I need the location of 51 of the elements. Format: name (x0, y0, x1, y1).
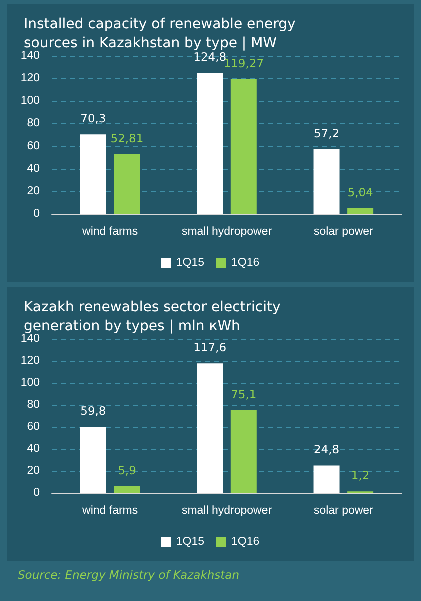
y-tick-label: 80 (27, 399, 40, 411)
data-label: 70,3 (80, 112, 106, 126)
data-label: 5,9 (118, 464, 136, 478)
bar (114, 486, 140, 493)
y-tick-label: 0 (34, 487, 40, 499)
bar (197, 73, 224, 214)
y-tick-label: 40 (27, 443, 40, 455)
y-tick-label: 60 (27, 421, 40, 433)
x-tick-label: wind farms (82, 226, 138, 238)
y-tick-label: 120 (20, 72, 40, 85)
legend-label: 1Q16 (232, 536, 260, 548)
data-label: 1,2 (351, 468, 370, 483)
bar (230, 410, 257, 493)
legend-label: 1Q16 (232, 257, 260, 269)
y-tick-label: 100 (20, 377, 40, 389)
y-tick-label: 140 (20, 50, 40, 62)
bar (80, 134, 106, 214)
source-note: Source: Energy Ministry of Kazakhstan (18, 568, 240, 582)
y-tick-label: 0 (34, 208, 40, 220)
data-label: 5,04 (348, 185, 374, 200)
data-label: 59,8 (80, 404, 106, 418)
data-label: 52,81 (110, 131, 144, 146)
legend-label: 1Q15 (176, 536, 205, 548)
bar (348, 208, 374, 214)
chart-title: Installed capacity of renewable energy sources in Kazakhstan by type | MW (24, 16, 300, 52)
x-tick-label: solar power (314, 226, 374, 238)
x-tick-label: wind farms (82, 505, 138, 517)
y-tick-label: 140 (20, 333, 40, 345)
y-tick-label: 120 (20, 355, 40, 367)
y-tick-label: 60 (27, 140, 40, 152)
y-tick-label: 80 (27, 118, 40, 130)
y-tick-label: 100 (20, 95, 40, 108)
chart-title: Kazakh renewables sector electricity generation by types | mln кWh (24, 300, 286, 334)
data-label: 117,6 (194, 340, 227, 355)
data-label: 57,2 (314, 126, 340, 140)
x-tick-label: small hydropower (182, 505, 272, 517)
bar (314, 466, 340, 493)
bar (114, 154, 140, 214)
data-label: 24,8 (314, 442, 340, 457)
bar (80, 427, 106, 493)
bar (230, 79, 257, 214)
bar (197, 364, 224, 493)
y-tick-label: 20 (27, 465, 40, 477)
data-label: 124,8 (194, 50, 227, 64)
bar (314, 149, 340, 214)
y-tick-label: 20 (27, 185, 40, 198)
y-tick-label: 40 (27, 162, 40, 175)
x-tick-label: solar power (314, 505, 374, 517)
data-label: 75,1 (231, 387, 257, 402)
legend-label: 1Q15 (176, 257, 205, 269)
x-tick-label: small hydropower (182, 226, 272, 238)
